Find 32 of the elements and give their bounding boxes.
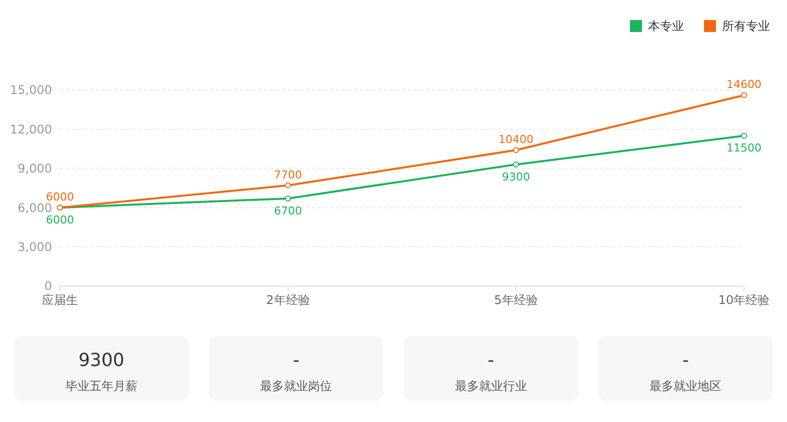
point	[513, 161, 519, 168]
legend-label: 本专业	[648, 19, 684, 33]
x-tick-label: 应届生	[42, 293, 78, 307]
text: 最多就业行业	[454, 379, 527, 393]
text: -	[488, 350, 494, 371]
point	[741, 132, 747, 139]
data-label: 6000	[46, 214, 74, 227]
point	[513, 147, 519, 154]
data-label: 7700	[274, 168, 302, 182]
text: 毕业五年月薪	[65, 379, 138, 393]
data-label: 6700	[274, 204, 302, 218]
y-tick-label: 12,000	[10, 122, 52, 136]
x-tick-label: 10年经验	[718, 293, 770, 307]
data-label: 11500	[726, 142, 762, 155]
data-label: 10400	[498, 133, 534, 146]
text: 最多就业地区	[650, 379, 722, 393]
x-tick-label: 5年经验	[494, 293, 538, 307]
point	[285, 182, 291, 188]
point	[741, 92, 747, 98]
data-label: 14600	[726, 78, 762, 92]
y-tick-label: 3,000	[18, 240, 52, 254]
text: -	[682, 350, 689, 371]
text: 最多就业岗位	[260, 379, 332, 393]
data-label: 9300	[502, 170, 530, 184]
point	[285, 195, 291, 202]
y-tick-label: 9,000	[18, 162, 52, 176]
x-tick-label: 2年经验	[266, 293, 310, 307]
text: -	[292, 350, 300, 371]
legend-label: 所有专业	[722, 19, 770, 33]
y-tick-label: 0	[44, 279, 52, 294]
y-tick-label: 15,000	[10, 83, 52, 98]
text: 9300	[78, 350, 124, 371]
